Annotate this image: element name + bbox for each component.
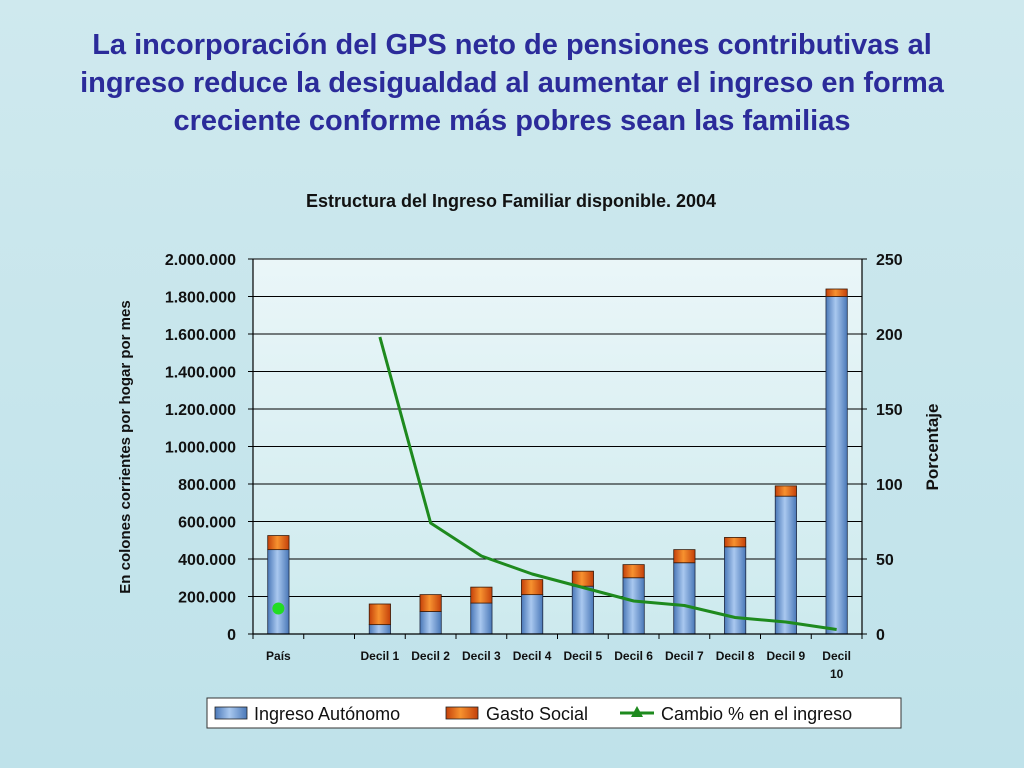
y-tick-label: 1.400.000: [165, 365, 236, 382]
y2-tick-label: 100: [876, 477, 903, 494]
y2-axis-label: Porcentaje: [923, 404, 942, 491]
x-tick-label: 10: [830, 667, 844, 681]
x-tick-label: Decil 4: [513, 649, 552, 663]
x-tick-label: Decil 7: [665, 649, 704, 663]
bar-gasto-social: [368, 603, 391, 626]
y-tick-label: 0: [227, 627, 236, 644]
bar-ingreso-autonomo: [825, 296, 848, 635]
x-tick-label: Decil 2: [411, 649, 450, 663]
legend-swatch-gasto-social: [445, 706, 479, 720]
y-tick-label: 1.000.000: [165, 440, 236, 457]
y2-tick-label: 150: [876, 402, 903, 419]
bar-ingreso-autonomo: [724, 546, 747, 635]
slide-title-line-2: ingreso reduce la desigualdad al aumenta…: [80, 67, 944, 99]
y-tick-label: 1.600.000: [165, 327, 236, 344]
bar-gasto-social: [622, 564, 645, 579]
legend-label-ingreso-autonomo: Ingreso Autónomo: [254, 704, 400, 724]
y-tick-label: 1.200.000: [165, 402, 236, 419]
bar-ingreso-autonomo: [622, 577, 645, 635]
y-tick-label: 2.000.000: [165, 252, 236, 269]
bar-gasto-social: [774, 485, 797, 497]
slide-title: La incorporación del GPS neto de pension…: [20, 26, 1004, 140]
x-tick-label: Decil 3: [462, 649, 501, 663]
bar-ingreso-autonomo: [368, 624, 391, 635]
legend-swatch-ingreso-autonomo: [214, 706, 248, 720]
x-tick-label: Decil 8: [716, 649, 755, 663]
x-tick-label: País: [266, 649, 291, 663]
y2-tick-label: 200: [876, 327, 903, 344]
bar-gasto-social: [419, 594, 442, 612]
bar-ingreso-autonomo: [267, 549, 290, 635]
bar-gasto-social: [571, 570, 594, 587]
bar-gasto-social: [267, 535, 290, 551]
y-tick-label: 600.000: [178, 515, 236, 532]
y2-tick-label: 250: [876, 252, 903, 269]
point-cambio-pais: [272, 602, 285, 615]
bar-ingreso-autonomo: [673, 562, 696, 635]
bar-gasto-social: [521, 579, 544, 596]
bar-gasto-social: [470, 586, 493, 604]
y-tick-label: 1.800.000: [165, 290, 236, 307]
y-tick-label: 400.000: [178, 552, 236, 569]
legend-label-gasto-social: Gasto Social: [486, 704, 588, 724]
x-tick-label: Decil 5: [564, 649, 603, 663]
y2-tick-label: 0: [876, 627, 885, 644]
legend-label-cambio: Cambio % en el ingreso: [661, 704, 852, 724]
y2-tick-label: 50: [876, 552, 894, 569]
y-tick-label: 200.000: [178, 590, 236, 607]
legend-swatch-triangle: [631, 706, 643, 717]
line-cambio-ingreso: [378, 336, 837, 631]
bar-ingreso-autonomo: [419, 611, 442, 635]
bar-ingreso-autonomo: [521, 594, 544, 635]
x-tick-label: Decil: [822, 649, 851, 663]
chart-legend: Ingreso Autónomo Gasto Social Cambio % e…: [206, 697, 902, 729]
slide-title-line-3: creciente conforme más pobres sean las f…: [173, 105, 851, 137]
bar-gasto-social: [673, 549, 696, 564]
y-axis-label: En colones corrientes por hogar por mes: [117, 300, 134, 593]
x-tick-label: Decil 1: [361, 649, 400, 663]
x-tick-label: Decil 9: [767, 649, 806, 663]
chart-title: Estructura del Ingreso Familiar disponib…: [306, 191, 716, 211]
slide-title-line-1: La incorporación del GPS neto de pension…: [92, 29, 932, 61]
x-tick-label: Decil 6: [614, 649, 653, 663]
bar-ingreso-autonomo: [571, 585, 594, 635]
bar-gasto-social: [825, 288, 848, 297]
legend-box: [206, 697, 902, 729]
bar-ingreso-autonomo: [774, 495, 797, 635]
bar-gasto-social: [724, 537, 747, 548]
bar-ingreso-autonomo: [470, 602, 493, 635]
y-tick-label: 800.000: [178, 477, 236, 494]
